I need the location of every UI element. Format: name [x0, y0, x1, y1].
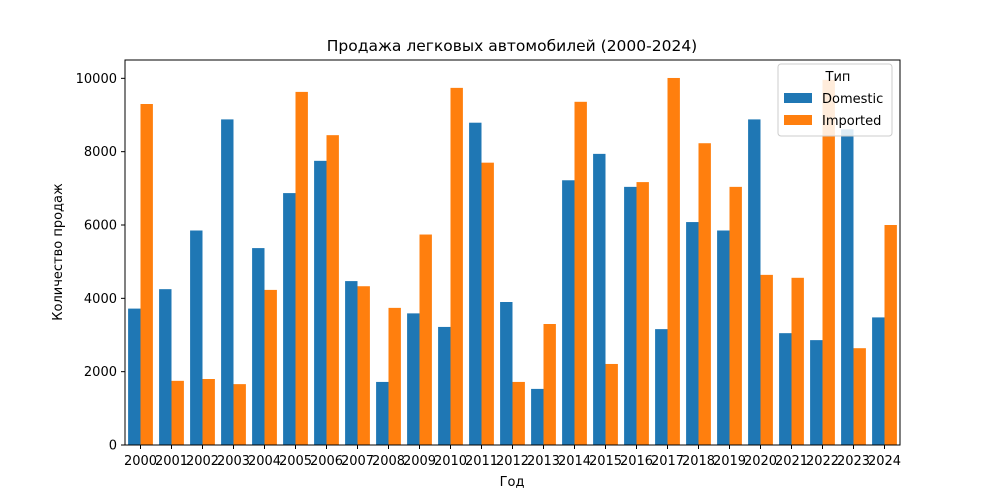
bar-imported-2001 — [171, 380, 184, 445]
legend: Тип Domestic Imported — [777, 63, 893, 137]
bar-domestic-2010 — [438, 326, 451, 445]
bar-imported-2017 — [667, 77, 680, 445]
x-tick-label: 2010 — [434, 454, 467, 469]
chart-title: Продажа легковых автомобилей (2000-2024) — [327, 37, 697, 55]
x-tick-label: 2012 — [496, 454, 529, 469]
bar-imported-2007 — [357, 286, 370, 445]
x-tick-label: 2006 — [310, 454, 343, 469]
x-tick-label: 2023 — [837, 454, 870, 469]
x-tick-label: 2014 — [558, 454, 591, 469]
x-tick-label: 2005 — [279, 454, 312, 469]
bar-imported-2005 — [295, 91, 308, 446]
x-tick-label: 2011 — [465, 454, 498, 469]
bar-imported-2011 — [481, 162, 494, 446]
x-tick-label: 2001 — [155, 454, 188, 469]
bar-domestic-2009 — [407, 313, 420, 445]
bar-domestic-2013 — [531, 388, 544, 445]
bar-domestic-2001 — [159, 289, 172, 445]
x-tick-label: 2024 — [868, 454, 901, 469]
x-tick-label: 2018 — [682, 454, 715, 469]
bar-domestic-2012 — [500, 302, 513, 445]
y-tick-label: 6000 — [84, 219, 117, 234]
y-tick-label: 4000 — [84, 292, 117, 307]
bar-imported-2015 — [605, 363, 618, 445]
bar-imported-2016 — [636, 182, 649, 445]
bar-imported-2020 — [760, 274, 773, 445]
x-tick-label: 2016 — [620, 454, 653, 469]
bar-imported-2008 — [388, 307, 401, 445]
x-tick-label: 2003 — [217, 454, 250, 469]
bar-domestic-2006 — [314, 160, 327, 445]
bar-domestic-2000 — [128, 308, 141, 445]
bar-imported-2004 — [264, 289, 277, 445]
bar-domestic-2011 — [469, 122, 482, 445]
bar-imported-2014 — [574, 101, 587, 446]
legend-swatch-imported — [784, 115, 812, 125]
x-tick-label: 2002 — [186, 454, 219, 469]
x-tick-label: 2004 — [248, 454, 281, 469]
bar-domestic-2019 — [717, 230, 730, 445]
bar-domestic-2018 — [686, 222, 699, 445]
bar-imported-2022 — [822, 79, 835, 446]
x-tick-label: 2021 — [775, 454, 808, 469]
bar-domestic-2014 — [562, 180, 575, 445]
bar-domestic-2022 — [810, 340, 823, 445]
x-tick-label: 2000 — [124, 454, 157, 469]
y-tick-label: 0 — [109, 439, 117, 454]
bar-imported-2024 — [884, 225, 897, 445]
bar-imported-2006 — [326, 135, 339, 446]
x-tick-label: 2007 — [341, 454, 374, 469]
x-tick-label: 2009 — [403, 454, 436, 469]
x-axis-label: Год — [500, 475, 525, 490]
x-tick-label: 2015 — [589, 454, 622, 469]
bar-domestic-2002 — [190, 230, 203, 445]
y-tick-label: 10000 — [76, 72, 117, 87]
y-tick-label: 2000 — [84, 365, 117, 380]
y-tick-label: 8000 — [84, 145, 117, 160]
x-tick-label: 2017 — [651, 454, 684, 469]
legend-title: Тип — [825, 70, 851, 85]
bar-imported-2000 — [140, 104, 153, 445]
bar-imported-2019 — [729, 186, 742, 445]
bar-domestic-2016 — [624, 186, 637, 445]
x-tick-label: 2019 — [713, 454, 746, 469]
legend-label-domestic: Domestic — [822, 92, 883, 107]
bar-domestic-2003 — [221, 119, 234, 446]
bar-domestic-2007 — [345, 281, 358, 445]
bar-domestic-2005 — [283, 193, 296, 445]
plot-frame — [124, 59, 901, 446]
bar-imported-2018 — [698, 143, 711, 446]
bar-imported-2013 — [543, 324, 556, 445]
x-tick-label: 2020 — [744, 454, 777, 469]
legend-label-imported: Imported — [822, 114, 881, 129]
bar-domestic-2004 — [252, 248, 265, 445]
bar-imported-2021 — [791, 277, 804, 445]
bar-domestic-2017 — [655, 329, 668, 445]
x-tick-label: 2008 — [372, 454, 405, 469]
bar-imported-2012 — [512, 381, 525, 445]
bar-domestic-2020 — [748, 119, 761, 446]
bar-imported-2023 — [853, 348, 866, 445]
bar-imported-2002 — [202, 379, 215, 445]
bar-domestic-2023 — [841, 129, 854, 446]
bars-layer — [128, 77, 897, 446]
x-tick-label: 2013 — [527, 454, 560, 469]
axes-layer: 0200040006000800010000200020012002200320… — [76, 59, 901, 469]
bar-imported-2010 — [450, 87, 463, 446]
bar-imported-2003 — [233, 384, 246, 445]
y-axis-label: Количество продаж — [51, 183, 66, 321]
bar-imported-2009 — [419, 234, 432, 445]
x-tick-label: 2022 — [806, 454, 839, 469]
bar-domestic-2021 — [779, 333, 792, 445]
bar-domestic-2015 — [593, 153, 606, 445]
bar-domestic-2024 — [872, 317, 885, 445]
bar-domestic-2008 — [376, 381, 389, 445]
legend-swatch-domestic — [784, 93, 812, 103]
